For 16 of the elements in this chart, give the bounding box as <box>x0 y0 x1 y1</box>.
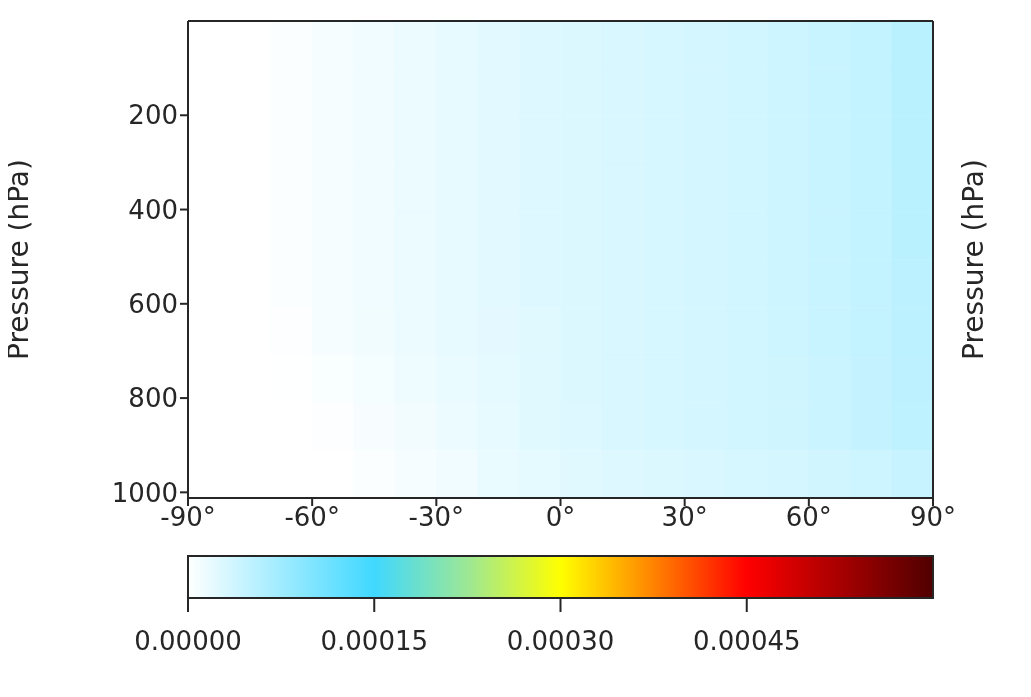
y-tick-label: 200 <box>128 100 178 131</box>
x-tick-label: -30° <box>408 502 465 533</box>
color-bar-label: 0.00000 <box>134 626 242 656</box>
y-tick-label: 800 <box>128 383 178 414</box>
x-tick-label: -90° <box>160 502 216 533</box>
color-bar-label: 0.00015 <box>320 626 429 656</box>
y-tick-label: 600 <box>128 289 178 320</box>
y2-axis-title: Pressure (hPa) <box>956 159 990 360</box>
color-bar-label: 0.00045 <box>692 626 801 656</box>
x-tick-label: 0° <box>545 502 576 533</box>
y-tick-label: 400 <box>128 194 178 225</box>
x-tick-label: 60° <box>785 502 832 533</box>
color-bar-label: 0.00030 <box>506 626 615 656</box>
x-tick-label: 90° <box>909 502 957 533</box>
x-tick-label: 30° <box>661 502 708 533</box>
x-tick-label: -60° <box>284 502 340 533</box>
